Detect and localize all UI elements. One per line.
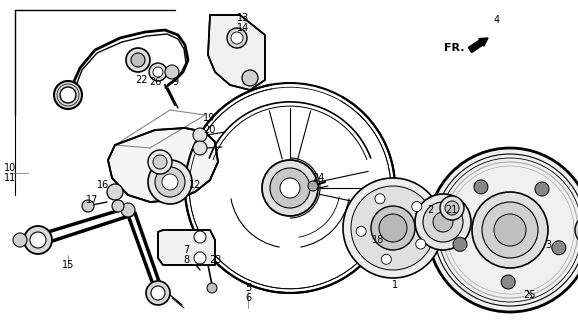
Text: 18: 18 — [372, 235, 384, 245]
Text: 10: 10 — [4, 163, 16, 173]
Circle shape — [193, 128, 207, 142]
Circle shape — [155, 167, 185, 197]
Text: 17: 17 — [86, 195, 98, 205]
Circle shape — [189, 87, 391, 289]
Text: 15: 15 — [62, 260, 74, 270]
Circle shape — [153, 67, 163, 77]
Circle shape — [482, 202, 538, 258]
Text: 24: 24 — [312, 173, 324, 183]
Circle shape — [375, 194, 385, 204]
Text: 19: 19 — [203, 113, 215, 123]
Text: 16: 16 — [97, 180, 109, 190]
Circle shape — [412, 202, 422, 212]
Text: 13: 13 — [237, 13, 249, 23]
Circle shape — [165, 65, 179, 79]
Circle shape — [242, 70, 258, 86]
Circle shape — [231, 32, 243, 44]
Circle shape — [474, 180, 488, 194]
Circle shape — [445, 201, 459, 215]
Circle shape — [107, 184, 123, 200]
Text: 3: 3 — [545, 240, 551, 250]
Text: 4: 4 — [494, 15, 500, 25]
Polygon shape — [108, 128, 218, 202]
Circle shape — [13, 233, 27, 247]
Circle shape — [151, 286, 165, 300]
Circle shape — [423, 202, 463, 242]
Text: 23: 23 — [209, 255, 221, 265]
Circle shape — [308, 181, 318, 191]
Circle shape — [440, 196, 464, 220]
Circle shape — [494, 214, 526, 246]
Text: 7: 7 — [183, 245, 189, 255]
Polygon shape — [158, 230, 215, 265]
Circle shape — [262, 160, 318, 216]
Circle shape — [381, 254, 391, 264]
Circle shape — [194, 231, 206, 243]
Circle shape — [60, 87, 76, 103]
Text: 12: 12 — [189, 180, 201, 190]
Circle shape — [162, 174, 178, 190]
Text: 20: 20 — [203, 125, 215, 135]
Text: FR.: FR. — [444, 43, 465, 53]
Circle shape — [121, 203, 135, 217]
Circle shape — [351, 186, 435, 270]
Circle shape — [415, 194, 471, 250]
Circle shape — [501, 275, 515, 289]
Circle shape — [54, 81, 82, 109]
Circle shape — [453, 237, 467, 251]
Circle shape — [535, 182, 549, 196]
Circle shape — [356, 226, 366, 236]
Circle shape — [207, 283, 217, 293]
Circle shape — [227, 28, 247, 48]
Polygon shape — [208, 15, 265, 90]
Circle shape — [343, 178, 443, 278]
Circle shape — [185, 83, 395, 293]
Text: 22: 22 — [136, 75, 148, 85]
Circle shape — [146, 281, 170, 305]
Circle shape — [575, 215, 578, 245]
Circle shape — [428, 148, 578, 312]
FancyArrow shape — [468, 38, 488, 52]
Text: 25: 25 — [524, 290, 536, 300]
Circle shape — [433, 212, 453, 232]
Circle shape — [416, 239, 426, 249]
Circle shape — [552, 241, 566, 255]
Text: 9: 9 — [172, 77, 178, 87]
Circle shape — [126, 48, 150, 72]
Text: 11: 11 — [4, 173, 16, 183]
Text: 14: 14 — [237, 23, 249, 33]
Circle shape — [112, 200, 124, 212]
Circle shape — [371, 206, 415, 250]
Circle shape — [82, 200, 94, 212]
Circle shape — [148, 150, 172, 174]
Text: 26: 26 — [149, 77, 161, 87]
Text: 8: 8 — [183, 255, 189, 265]
Text: 1: 1 — [392, 280, 398, 290]
Circle shape — [24, 226, 52, 254]
Text: 2: 2 — [427, 205, 433, 215]
Circle shape — [148, 160, 192, 204]
Circle shape — [193, 141, 207, 155]
Circle shape — [270, 168, 310, 208]
Circle shape — [472, 192, 548, 268]
Circle shape — [153, 155, 167, 169]
Circle shape — [379, 214, 407, 242]
Text: 6: 6 — [245, 293, 251, 303]
Text: 21: 21 — [445, 205, 457, 215]
Circle shape — [30, 232, 46, 248]
Text: 5: 5 — [245, 283, 251, 293]
Circle shape — [131, 53, 145, 67]
Circle shape — [194, 252, 206, 264]
Circle shape — [149, 63, 167, 81]
Circle shape — [280, 178, 300, 198]
